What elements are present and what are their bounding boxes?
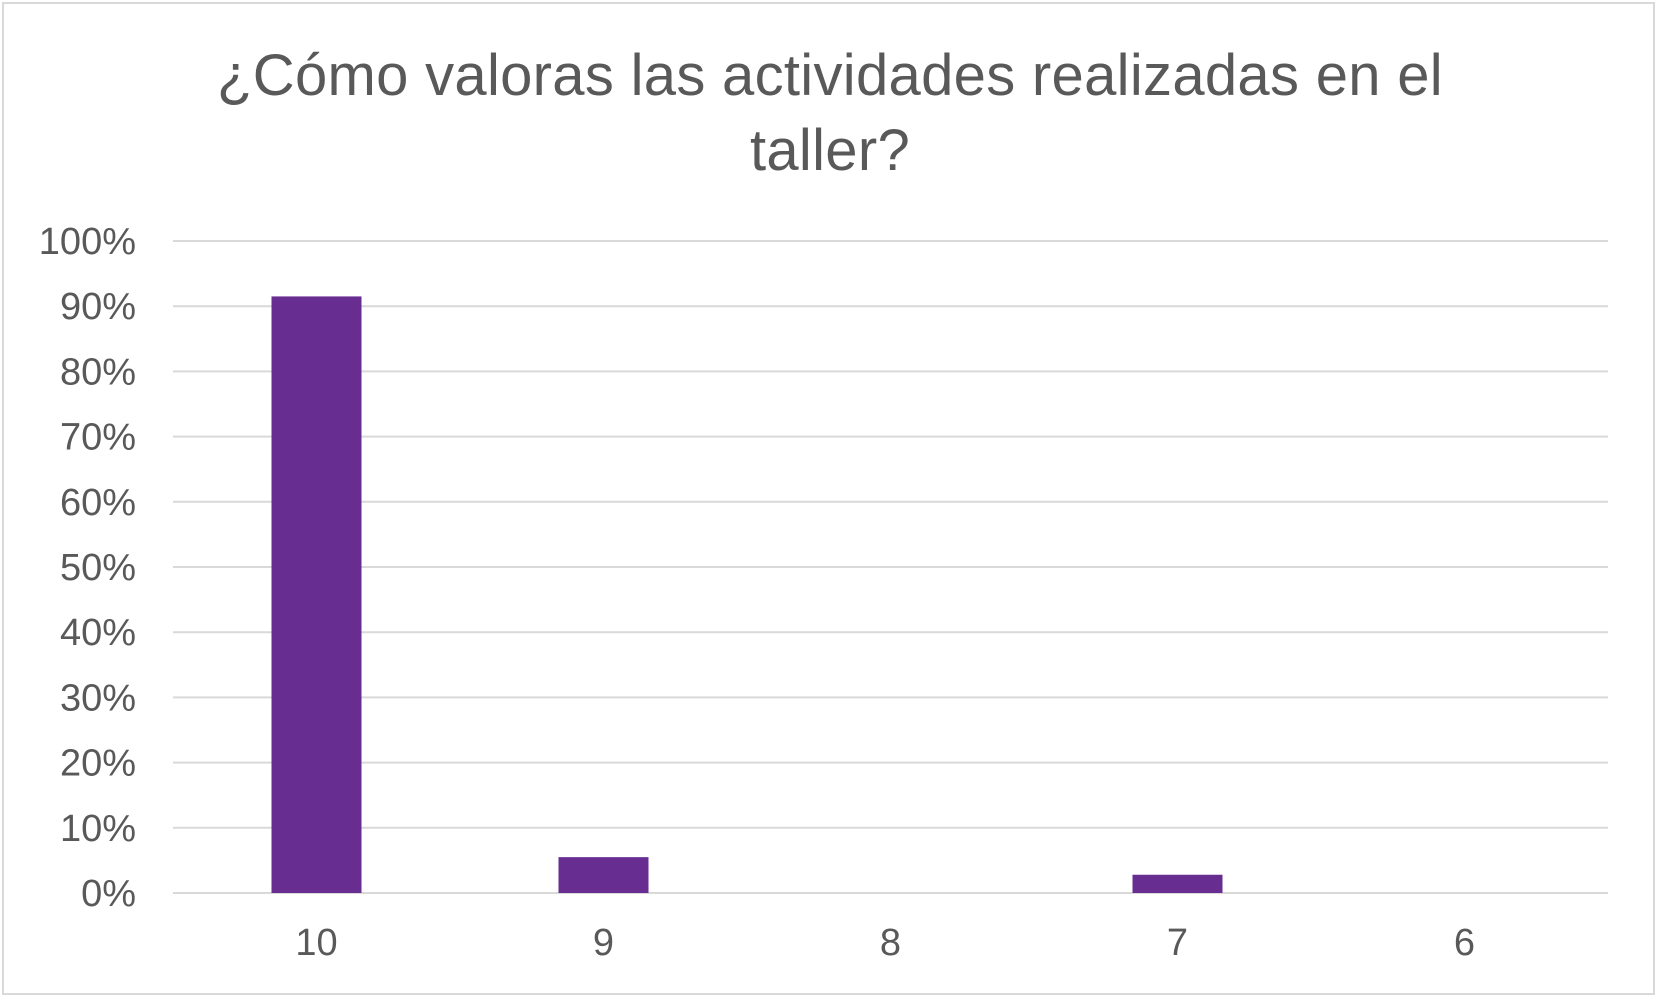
y-tick-label: 50% <box>60 547 136 589</box>
gridlines <box>173 240 1608 894</box>
chart-title: ¿Cómo valoras las actividades realizadas… <box>217 43 1443 183</box>
x-tick-label: 8 <box>880 922 901 964</box>
x-axis-ticks: 10 9 8 7 6 <box>295 922 1475 964</box>
y-tick-label: 70% <box>60 417 136 459</box>
y-tick-label: 40% <box>60 612 136 654</box>
y-tick-label: 100% <box>39 221 136 263</box>
x-tick-label: 10 <box>295 922 337 964</box>
y-tick-label: 90% <box>60 286 136 328</box>
x-tick-label: 6 <box>1454 922 1475 964</box>
x-tick-label: 7 <box>1167 922 1188 964</box>
y-axis-ticks: 0% 10% 20% 30% 40% 50% 60% 70% 80% 90% 100% <box>39 221 136 915</box>
y-tick-label: 10% <box>60 808 136 850</box>
y-tick-label: 20% <box>60 743 136 785</box>
x-tick-label: 9 <box>593 922 614 964</box>
bars <box>271 296 1223 893</box>
bar-7 <box>1132 874 1223 893</box>
y-tick-label: 0% <box>81 873 136 915</box>
bar-9 <box>558 857 649 893</box>
y-tick-label: 80% <box>60 351 136 393</box>
y-tick-label: 30% <box>60 677 136 719</box>
y-tick-label: 60% <box>60 482 136 524</box>
bar-10 <box>271 296 362 893</box>
